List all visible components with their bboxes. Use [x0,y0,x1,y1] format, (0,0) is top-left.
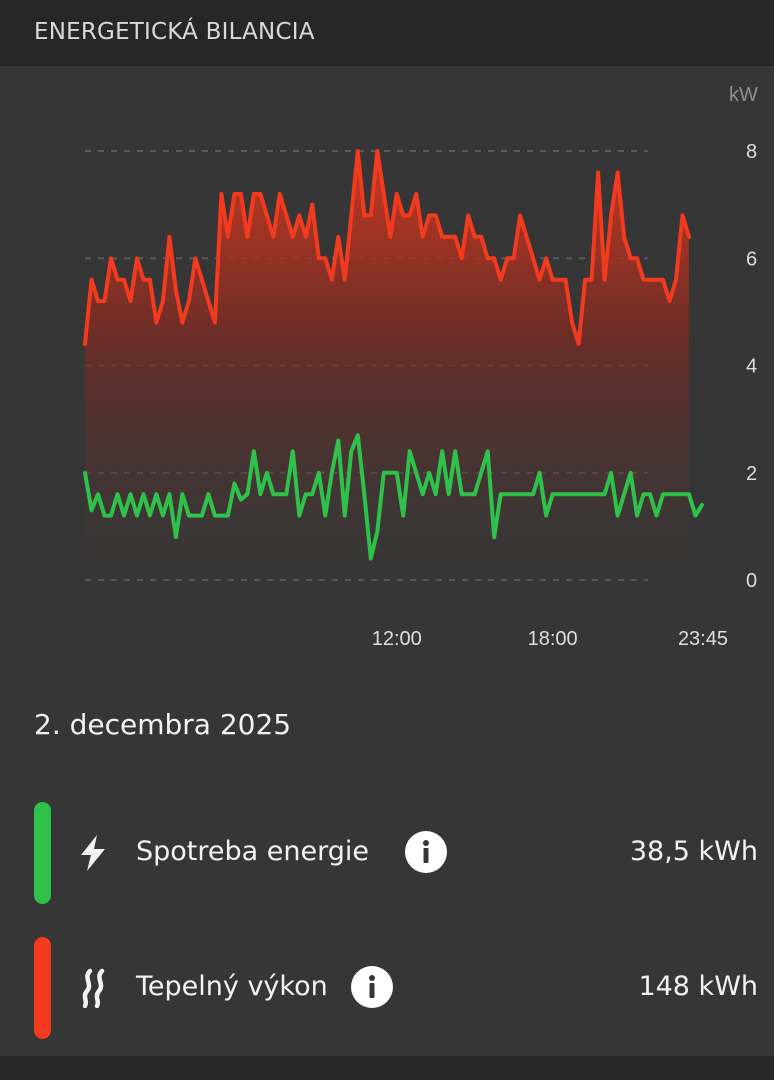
page-title: ENERGETICKÁ BILANCIA [34,19,315,45]
series-line-heat-output [83,149,691,346]
legend-row-heat-output: Tepelný výkon 148 kWh [0,937,774,1039]
lightning-icon [74,833,114,873]
energy-chart: 0 2 4 6 8 kW 12:00 18:00 23:45 [0,66,774,686]
legend-color-bar [34,937,51,1039]
y-unit-label: kW [729,84,758,106]
legend-row-energy-consumption: Spotreba energie 38,5 kWh [0,802,774,904]
x-tick-label: 12:00 [372,628,422,650]
selected-date[interactable]: 2. decembra 2025 [34,708,292,741]
y-tick-label: 6 [746,248,757,270]
legend-value: 38,5 kWh [629,836,758,867]
bottom-bar [0,1056,774,1080]
y-tick-label: 0 [746,570,757,592]
info-icon[interactable] [351,966,393,1008]
legend-label: Tepelný výkon [136,971,328,1002]
legend-value: 148 kWh [638,971,758,1002]
app-header: ENERGETICKÁ BILANCIA [0,0,774,66]
chart-svg: 0 2 4 6 8 kW 12:00 18:00 23:45 [83,84,758,650]
heat-waves-icon [74,968,114,1009]
info-icon[interactable] [405,831,447,873]
x-tick-label: 23:45 [678,628,728,650]
y-tick-label: 2 [746,463,757,485]
series-line-energy-consumption [83,433,704,561]
y-tick-label: 4 [746,356,757,378]
x-tick-label: 18:00 [528,628,578,650]
legend-label: Spotreba energie [136,836,369,867]
legend-color-bar [34,802,51,904]
y-tick-label: 8 [746,141,757,163]
